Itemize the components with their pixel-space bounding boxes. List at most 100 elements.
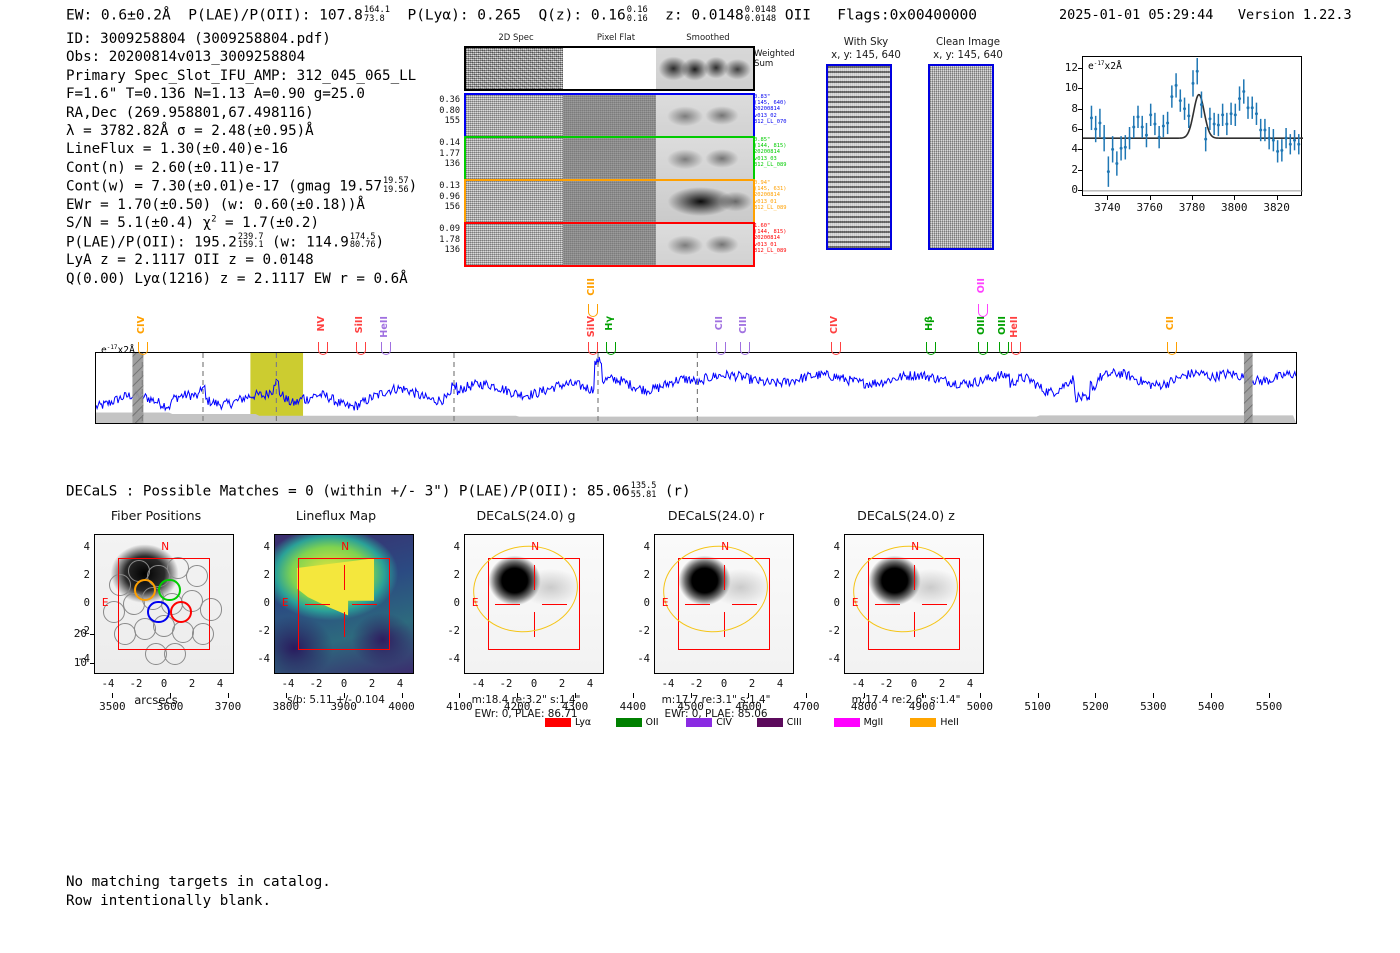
x-tick: 3800 [1221,201,1248,214]
legend-label: HeII [940,717,959,728]
fiber-right-meta: 0.94" (145, 631) 20200814 v013_01 312_LL_089 [754,180,810,211]
y-tick: 10 [1064,81,1078,95]
x-tick: 3600 [156,700,184,713]
timestamp: 2025-01-01 05:29:44 [1059,7,1214,23]
cutout-y-tick: 2 [453,569,460,581]
cutout-x-tick: -4 [851,678,865,690]
cutout-red-box [678,558,770,650]
x-tick: 4900 [908,700,936,713]
cutout-y-tick: -2 [447,625,460,637]
clean-image-image [928,64,994,250]
fiber-circle [186,565,209,588]
x-tick: 3900 [330,700,357,713]
header-z-species: OII [784,7,812,24]
fiber-row [464,179,755,224]
decals-match-line: DECaLS : Possible Matches = 0 (within +/… [66,481,691,500]
weighted-sum-smoothed [656,48,753,89]
crosshair-horizontal-left [495,604,521,605]
fiber-circle [103,601,126,624]
x-tick-mark [921,693,923,698]
fiber-circle [199,598,222,621]
cutout-y-tick: 0 [833,597,840,609]
fiber-stat: 1.77 [439,148,460,159]
legend-label: OII [645,717,659,728]
x-tick-mark [1107,196,1109,200]
cutout-y-tick: -4 [77,653,90,665]
legend-swatch [686,718,713,727]
fiber-smoothed [656,95,753,136]
weighted-sum-strip [464,46,755,91]
info-cont-n: Cont(n) = 2.60(±0.11)e-17 [66,159,280,176]
version-label: Version 1.22.3 [1237,7,1352,23]
cutout-y-tick: 2 [263,569,270,581]
cutout-red-box [488,558,580,650]
cutout-red-box [118,558,210,650]
cutout-y-tick: -4 [827,653,840,665]
decals-plae-range: 135.5 55.81 [630,481,657,500]
legend-item: Lyα [545,717,591,728]
cutout-y-tick: -4 [637,653,650,665]
weighted-sum-2dspec [466,48,563,89]
cutout-image [275,535,413,673]
with-sky-coords: x, y: 145, 640 [831,50,901,61]
fiber-meta: 0.83" [754,94,771,100]
compass-north: N [161,540,170,553]
cutout-x-tick: 4 [966,678,974,690]
emission-line-bracket [998,342,1009,355]
fiber-pixelflat [563,224,656,265]
info-classification: Q(0.00) Lyα(1216) z = 2.1117 EW r = 0.6Å [66,270,408,287]
y-tick-mark [90,633,95,635]
x-tick-mark [170,693,172,698]
cutout-x-tick: -4 [661,678,675,690]
emission-line-bracket [605,342,616,355]
col-title-pixelflat: Pixel Flat [596,33,636,43]
crosshair-vertical-lower [914,612,915,638]
with-sky-image [826,64,892,250]
compass-east: E [471,597,479,610]
x-tick: 4300 [561,700,589,713]
header-ew: EW: 0.6±0.2Å [66,7,171,24]
full-spectrum-units: e-17x2Å [101,343,135,356]
cutout-y-tick: 2 [833,569,840,581]
x-tick-mark [1211,693,1213,698]
full-spectrum-canvas [96,353,1296,423]
crosshair-vertical [914,565,915,591]
emission-line-bracket [588,304,599,317]
info-plae-poii: P(LAE)/P(OII): 195.2 239.7 159.1 (w: 114.9… [66,231,384,251]
cutout-y-tick: 4 [643,541,650,553]
cutout-y-tick: 4 [263,541,270,553]
x-tick-mark [1037,693,1039,698]
header-plae-poii: P(LAE)/P(OII): 107.8 [188,7,363,24]
cutout-y-tick: -2 [637,625,650,637]
x-tick: 3780 [1178,201,1206,214]
cutout-panel: DECaLS(24.0) g N E 4 2 0 -2 -4 -4 -2 0 2 4 m:18.4 re:… [438,508,624,720]
two-d-spectra-panel: 2D Spec Pixel Flat Smoothed Weighted Sum… [439,33,810,267]
emission-line-label: OII [975,278,987,294]
fiber-circle-highlighted [158,579,181,602]
fiber-meta: (145, 640) [754,100,787,107]
info-redshifts: LyA z = 2.1117 OII z = 0.0148 [66,252,314,269]
crosshair-horizontal-left [875,604,901,605]
x-tick: 5400 [1197,700,1225,713]
y-tick-mark [90,662,95,664]
cutout-x-tick: 2 [188,678,196,690]
legend-label: MgII [863,717,884,728]
fiber-smoothed [656,224,753,265]
legend-item: CIV [686,717,732,728]
emission-line-label: HeII [379,316,391,338]
cutout-caption-1: m:18.4 re:3.2" s:1.4" [471,694,581,706]
y-tick-mark [1078,149,1082,151]
crosshair-horizontal-right [922,604,948,605]
fiber-right-meta: 0.85" (144, 815) 20200814 v013_03 312_LL_089 [754,137,810,168]
x-tick: 4500 [677,700,704,713]
fiber-meta: (145, 631) [754,186,787,193]
cutout-x-tick: 2 [938,678,946,690]
legend-item: OII [615,717,659,728]
y-tick-mark [1078,189,1082,191]
weighted-sum-label: Weighted Sum [754,49,795,69]
legend-label: Lyα [575,717,592,728]
legend-label: CIV [716,717,732,728]
x-tick-mark [517,693,519,698]
